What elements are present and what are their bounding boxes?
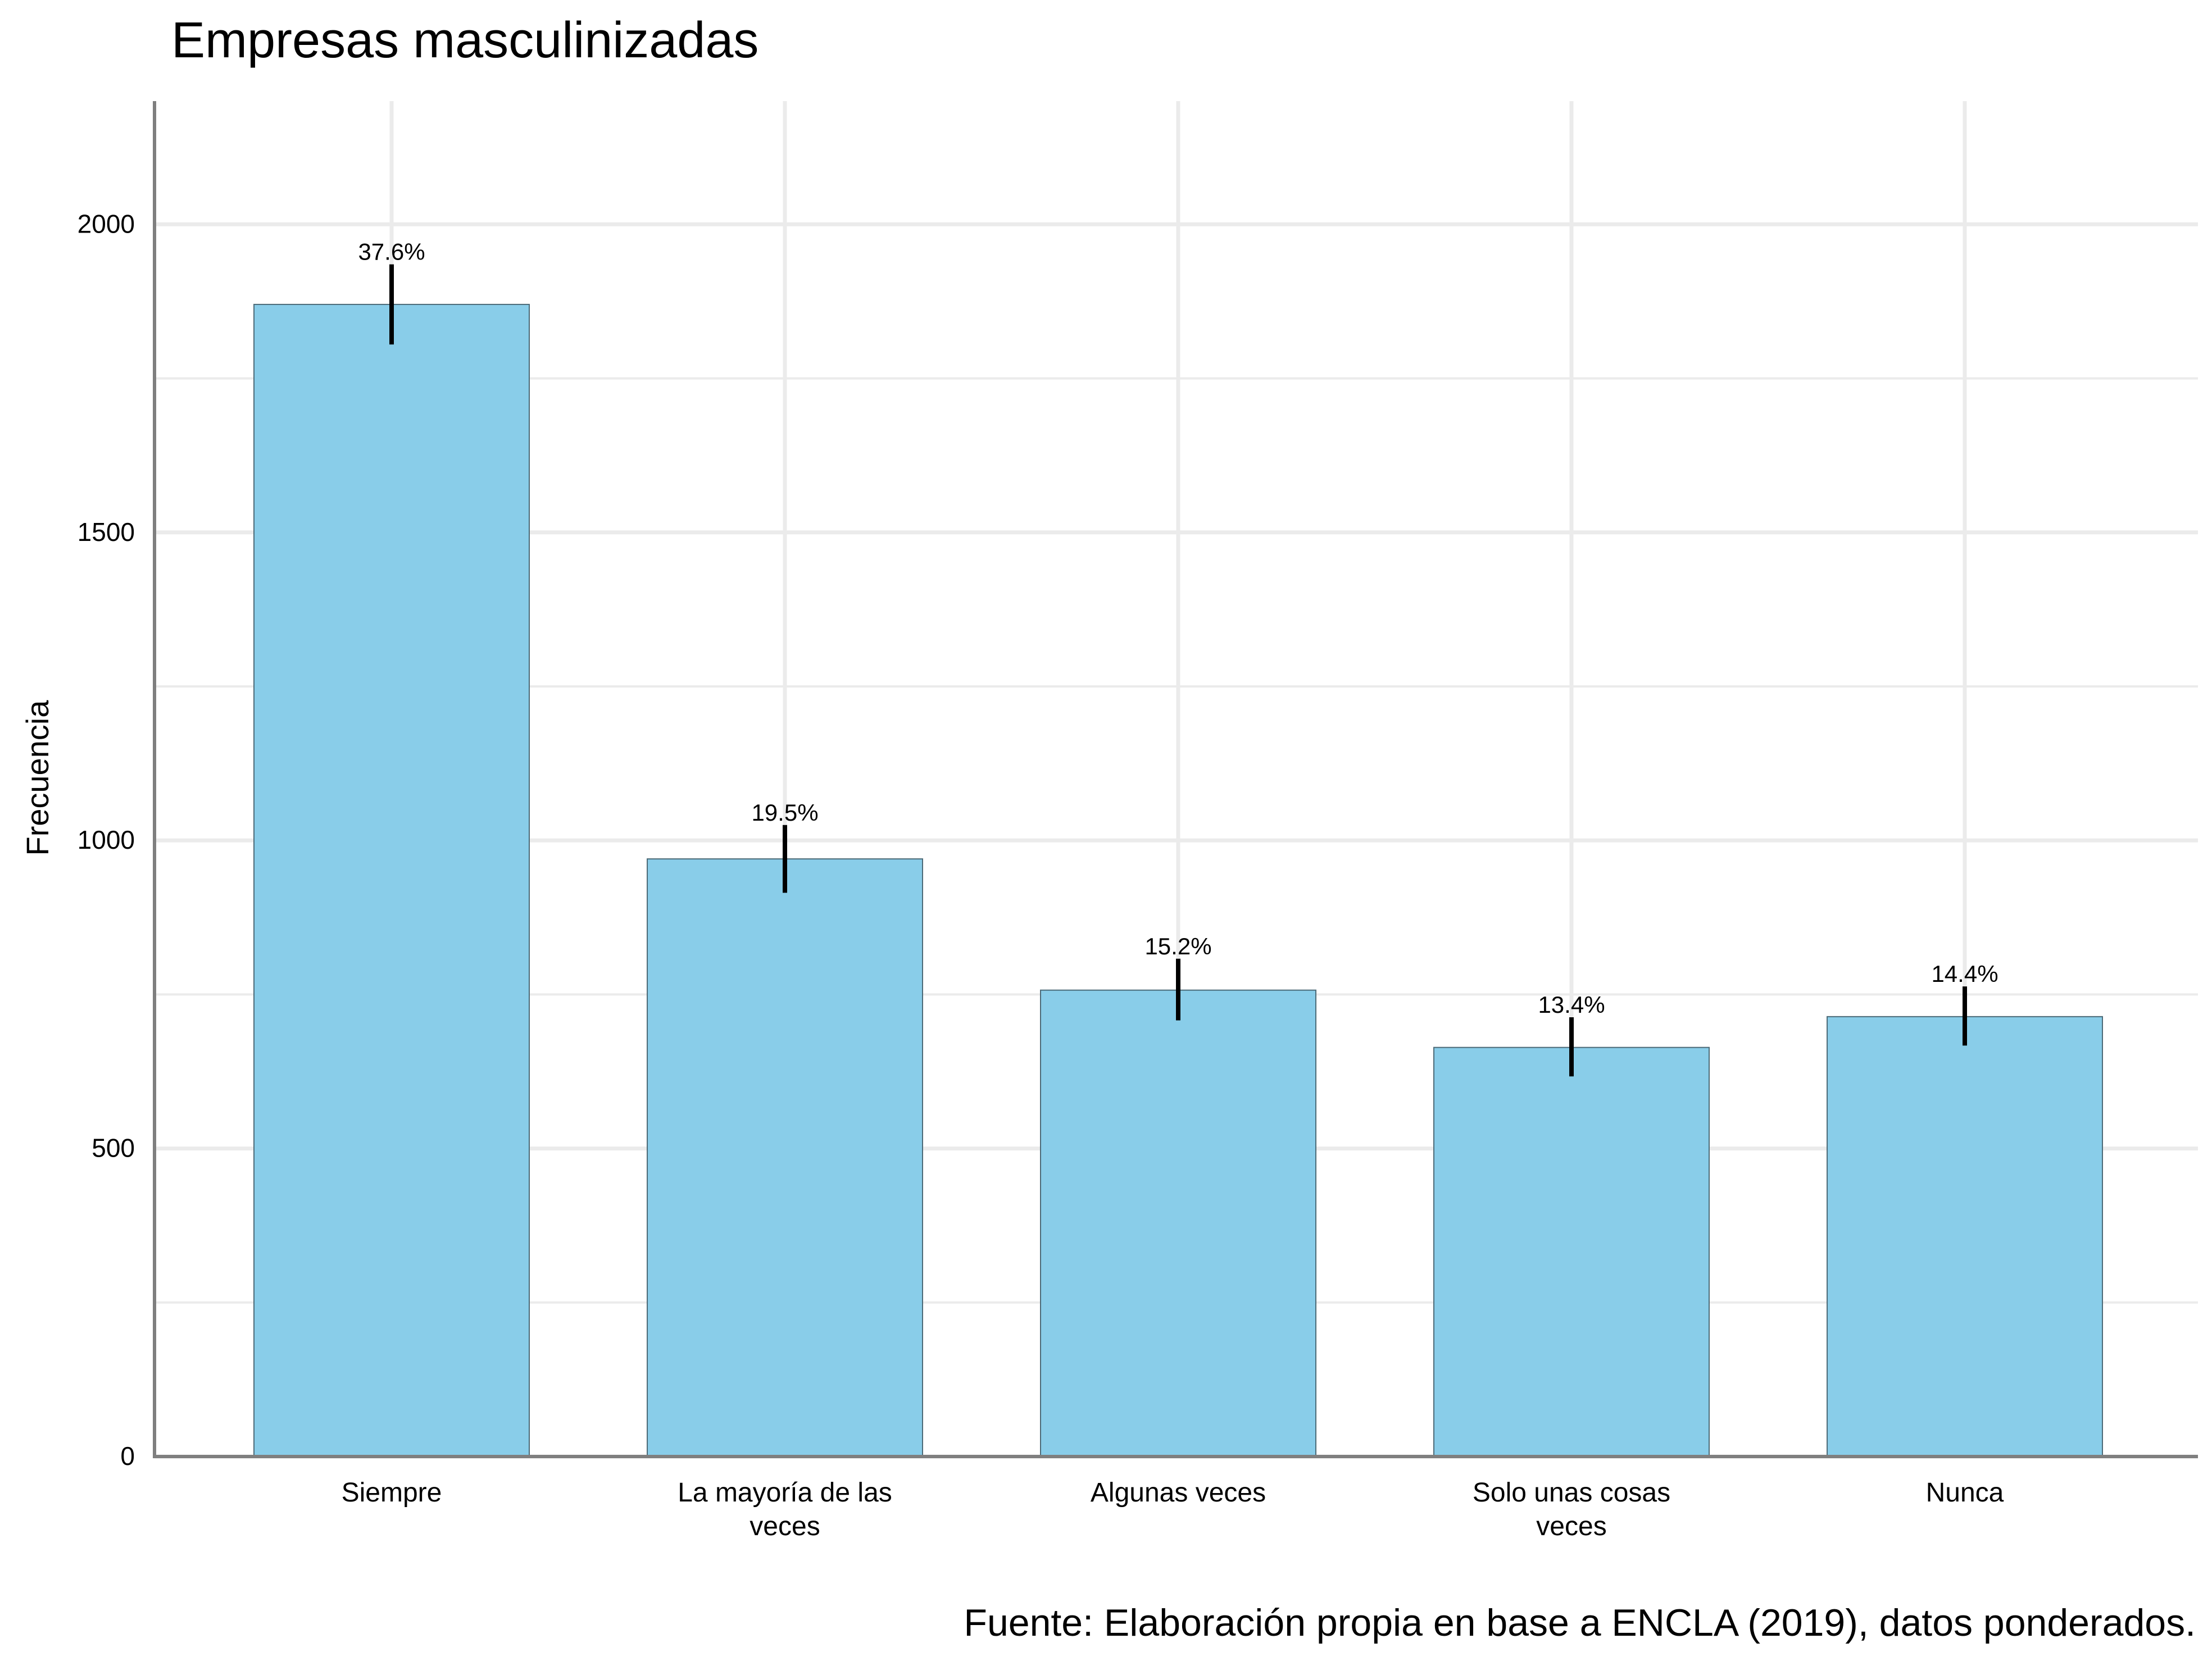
bar: [1040, 989, 1316, 1457]
bar: [1827, 1016, 2103, 1457]
x-tick-labels: Siempre La mayoría de las veces Algunas vec…: [342, 1478, 2004, 1541]
data-labels: 37.6% 19.5% 15.2% 13.4% 14.4%: [358, 239, 1998, 1018]
bar: [647, 858, 923, 1457]
data-label: 13.4%: [1538, 991, 1605, 1018]
data-label: 19.5%: [751, 799, 818, 826]
bar: [253, 303, 530, 1458]
error-bars: [389, 264, 1967, 1077]
bar: [1433, 1046, 1710, 1458]
bars: [253, 303, 2103, 1458]
x-tick-label: veces: [750, 1512, 820, 1541]
y-axis-title: Frecuencia: [20, 700, 55, 856]
y-tick-label: 2000: [78, 209, 135, 238]
x-tick-label: La mayoría de las: [678, 1478, 892, 1508]
x-tick-label: Solo unas cosas: [1473, 1478, 1670, 1508]
y-tick-label: 1000: [78, 825, 135, 854]
x-tick-label: Siempre: [342, 1478, 442, 1508]
data-label: 15.2%: [1144, 933, 1211, 959]
data-label: 14.4%: [1931, 961, 1998, 987]
x-tick-label: veces: [1536, 1512, 1606, 1541]
x-tick-label: Nunca: [1926, 1478, 2004, 1508]
y-tick-label: 1500: [78, 517, 135, 547]
y-tick-label: 500: [92, 1134, 135, 1163]
data-label: 37.6%: [358, 239, 425, 265]
chart-caption: Fuente: Elaboración propia en base a ENC…: [964, 1601, 2196, 1644]
y-tick-label: 0: [120, 1441, 135, 1471]
chart-title: Empresas masculinizadas: [171, 12, 758, 69]
axes: [153, 101, 2198, 1458]
y-tick-labels: 0 500 1000 1500 2000: [78, 209, 135, 1471]
x-tick-label: Algunas veces: [1091, 1478, 1266, 1508]
